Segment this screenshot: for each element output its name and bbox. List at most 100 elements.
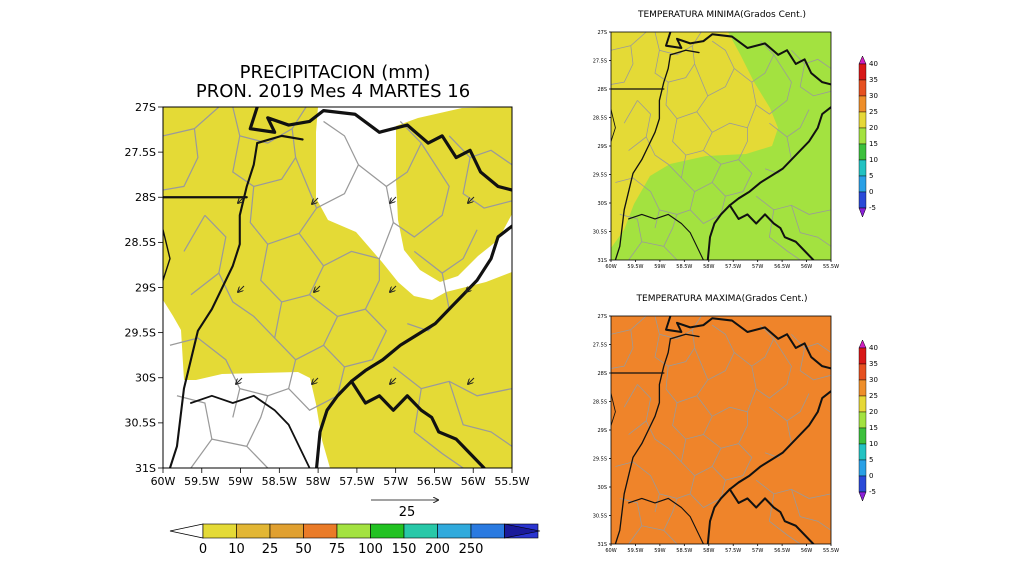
colorbar-segment: [236, 523, 271, 539]
colorbar-label: 15: [869, 424, 878, 432]
lon-tick-label: 60W: [605, 548, 616, 554]
colorbar-segment: [858, 191, 867, 209]
lat-tick-label: 27.5S: [593, 342, 607, 348]
lat-tick-label: 31S: [597, 542, 607, 548]
lon-tick-label: 58W: [306, 475, 331, 488]
colorbar-label: 5: [869, 172, 873, 180]
lon-tick-label: 58.5W: [262, 475, 297, 488]
lat-tick-label: 29S: [597, 428, 607, 434]
min-temp-map: TEMPERATURA MINIMA(Grados Cent.) 27S 27.5…: [593, 10, 878, 270]
colorbar-segment: [858, 379, 867, 397]
colorbar-segment: [370, 523, 405, 539]
precip-title-line2: PRON. 2019 Mes 4 MARTES 16: [196, 81, 470, 102]
colorbar-label: 10: [228, 542, 245, 557]
colorbar-top-arrow: [858, 339, 867, 349]
lat-tick-label: 29S: [135, 281, 156, 294]
lon-tick-label: 58.5W: [676, 548, 692, 554]
lon-tick-label: 58.5W: [676, 264, 692, 270]
colorbar-segment: [202, 523, 237, 539]
colorbar-label: 0: [869, 188, 873, 196]
max-temp-map: TEMPERATURA MAXIMA(Grados Cent.) 27S 27.5…: [593, 294, 878, 554]
lat-tick-label: 28.5S: [125, 236, 156, 249]
lat-tick-label: 29S: [597, 144, 607, 150]
colorbar-segment: [403, 523, 438, 539]
reference-vector-label: 25: [399, 505, 416, 520]
lon-tick-label: 55.5W: [494, 475, 529, 488]
colorbar-label: 15: [869, 140, 878, 148]
colorbar-label: 35: [869, 76, 878, 84]
colorbar-segment: [858, 411, 867, 429]
max-temp-lat-axis: 27S 27.5S 28S 28.5S 29S 29.5S 30S 30.5S 31S: [593, 314, 611, 548]
precipitation-map: PRECIPITACION (mm) PRON. 2019 Mes 4 MART…: [125, 62, 541, 557]
min-temp-colorbar: 40 35 30 25 20 15 10 5 0 -5: [858, 55, 878, 218]
colorbar-segment: [858, 63, 867, 81]
lon-tick-label: 56W: [801, 264, 812, 270]
lat-tick-label: 30.5S: [593, 229, 607, 235]
max-temp-colorbar: 40 35 30 25 20 15 10 5 0 -5: [858, 339, 878, 502]
lon-tick-label: 59W: [654, 264, 665, 270]
colorbar-label: 40: [869, 344, 878, 352]
colorbar-low-arrow: [169, 523, 204, 539]
lon-tick-label: 59.5W: [184, 475, 219, 488]
colorbar-segment: [858, 111, 867, 129]
rain-fill-region-east: [396, 107, 512, 282]
lat-tick-label: 27S: [597, 314, 607, 320]
colorbar-segment: [858, 79, 867, 97]
lat-tick-label: 31S: [135, 462, 156, 475]
lat-tick-label: 30S: [597, 485, 607, 491]
lat-tick-label: 30.5S: [125, 417, 156, 430]
colorbar-segment: [437, 523, 472, 539]
lon-tick-label: 57.5W: [725, 548, 741, 554]
colorbar-segment: [858, 443, 867, 461]
colorbar-label: 25: [869, 108, 878, 116]
wind-arrows: [236, 196, 475, 384]
lon-tick-label: 57.5W: [339, 475, 374, 488]
lat-tick-label: 28S: [135, 191, 156, 204]
colorbar-segment: [858, 95, 867, 113]
colorbar-label: 250: [459, 542, 484, 557]
lat-tick-label: 31S: [597, 258, 607, 264]
colorbar-segment: [858, 427, 867, 445]
min-temp-lat-axis: 27S 27.5S 28S 28.5S 29S 29.5S 30S 30.5S 31S: [593, 30, 611, 264]
colorbar-bottom-arrow: [858, 207, 867, 218]
colorbar-label: 5: [869, 456, 873, 464]
colorbar-segment: [858, 143, 867, 161]
lon-tick-label: 56W: [801, 548, 812, 554]
lat-tick-label: 28.5S: [593, 399, 607, 405]
lon-tick-label: 58W: [703, 264, 714, 270]
lat-tick-label: 28S: [597, 371, 607, 377]
lat-tick-label: 27.5S: [593, 58, 607, 64]
lat-tick-label: 30S: [135, 372, 156, 385]
lon-tick-label: 56.5W: [417, 475, 452, 488]
colorbar-segment: [858, 475, 867, 493]
colorbar-top-arrow: [858, 55, 867, 65]
lon-tick-label: 56.5W: [774, 548, 790, 554]
max-temp-lon-axis: 60W 59.5W 59W 58.5W 58W 57.5W 57W 56.5W 56W 55.5W: [605, 544, 839, 554]
lon-tick-label: 55.5W: [823, 264, 839, 270]
lon-tick-label: 59.5W: [627, 548, 643, 554]
colorbar-segment: [336, 523, 371, 539]
precip-colorbar: 0 10 25 50 75 100 150 200 250: [169, 523, 541, 557]
colorbar-label: 25: [262, 542, 279, 557]
lat-tick-label: 27.5S: [125, 146, 156, 159]
colorbar-segment: [858, 395, 867, 413]
colorbar-segment: [858, 159, 867, 177]
colorbar-label: 20: [869, 124, 878, 132]
colorbar-segment: [858, 459, 867, 477]
lon-tick-label: 60W: [151, 475, 176, 488]
colorbar-label: 10: [869, 156, 878, 164]
colorbar-label: 30: [869, 376, 878, 384]
colorbar-label: -5: [869, 488, 876, 496]
colorbar-label: 50: [295, 542, 312, 557]
precip-rain-area: [163, 107, 512, 468]
colorbar-label: 30: [869, 92, 878, 100]
lon-tick-label: 59W: [228, 475, 253, 488]
colorbar-label: 10: [869, 440, 878, 448]
min-temp-title: TEMPERATURA MINIMA(Grados Cent.): [637, 10, 806, 20]
lon-tick-label: 57W: [752, 548, 763, 554]
colorbar-segment: [858, 175, 867, 193]
colorbar-label: 0: [199, 542, 207, 557]
colorbar-label: 20: [869, 408, 878, 416]
lat-tick-label: 29.5S: [125, 326, 156, 339]
lon-tick-label: 60W: [605, 264, 616, 270]
